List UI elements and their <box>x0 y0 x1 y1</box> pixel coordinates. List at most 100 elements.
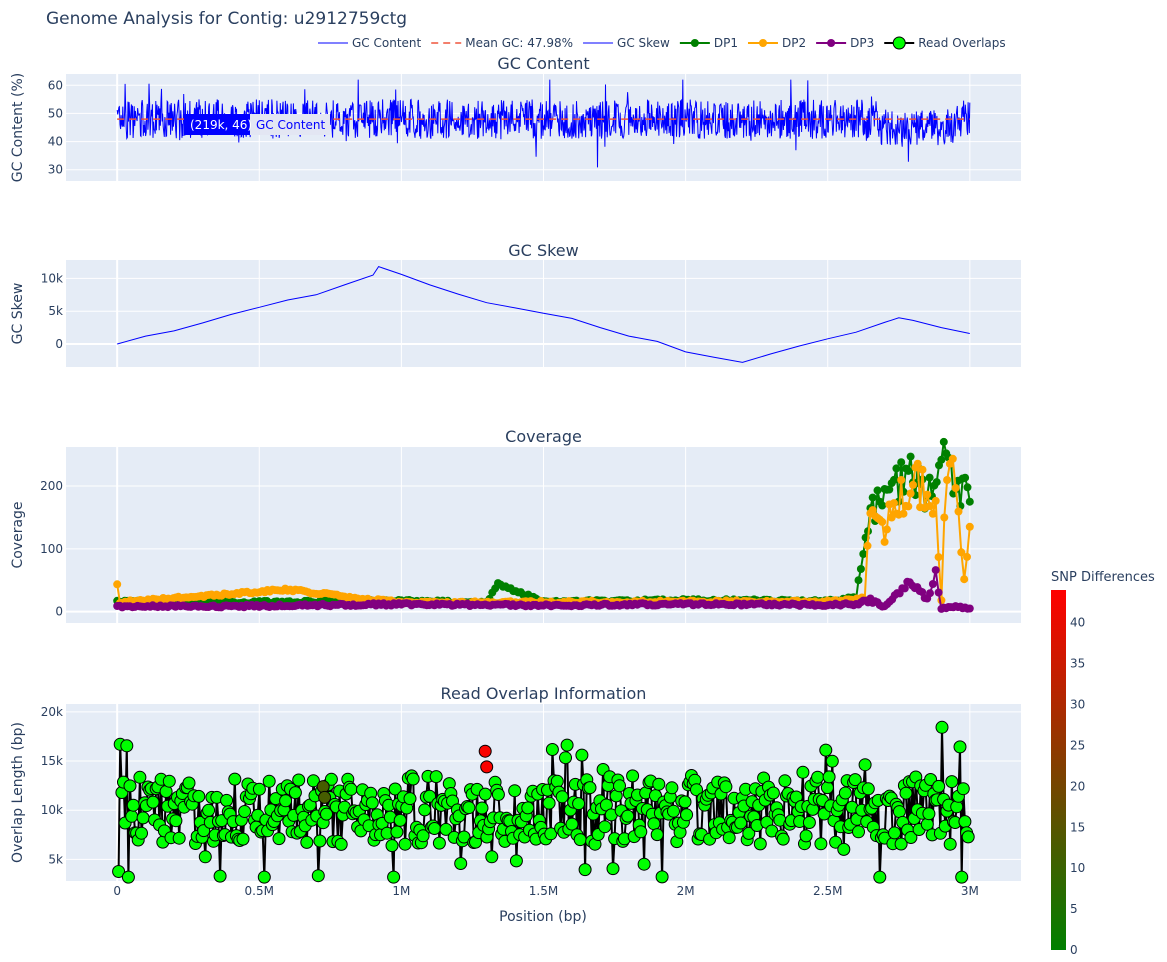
overlap-point <box>606 862 620 876</box>
overlap-point <box>953 740 967 754</box>
overlap-point <box>935 720 949 734</box>
overlap-point <box>324 772 338 786</box>
overlap-point <box>956 782 970 796</box>
overlap-point <box>121 870 135 884</box>
overlap-point <box>626 769 640 783</box>
y-axis-label: GC Skew <box>10 283 26 345</box>
overlap-point <box>598 820 612 834</box>
coverage-point <box>931 496 940 505</box>
gc-content-line[interactable] <box>116 79 971 168</box>
legend-marker <box>827 39 836 47</box>
subplot-title: GC Content <box>497 54 589 73</box>
read-overlaps-series[interactable] <box>112 720 975 884</box>
overlap-point <box>429 770 443 784</box>
overlap-point <box>288 786 302 800</box>
overlap-point <box>958 815 972 829</box>
y-axis-label: GC Content (%) <box>10 73 26 182</box>
coverage-point <box>863 541 872 550</box>
y-tick-label: 0 <box>55 605 63 619</box>
panel-read-overlap-information: 5k 10k 15k 20k Read Overlap Information Overl… <box>10 684 1021 898</box>
coverage-point <box>113 580 122 589</box>
coverage-point <box>892 464 901 473</box>
overlap-point <box>320 807 333 821</box>
colorbar-tick-label: 0 <box>1070 943 1078 957</box>
overlap-point <box>300 835 314 849</box>
overlap-point <box>365 796 379 810</box>
overlap-point <box>238 805 252 818</box>
overlap-point <box>665 781 679 795</box>
coverage-point <box>939 437 948 446</box>
overlap-point <box>480 760 494 774</box>
overlap-point <box>550 774 564 788</box>
legend[interactable]: GC Content Mean GC: 47.98% GC Skew DP1 DP2 DP… <box>318 36 1006 50</box>
legend-item-gc-content[interactable]: GC Content <box>318 36 422 50</box>
legend-item-dp2[interactable]: DP2 <box>747 36 806 50</box>
subplot-title: GC Skew <box>508 241 578 260</box>
legend-item-mean-gc-47-98[interactable]: Mean GC: 47.98% <box>431 36 573 50</box>
colorbar-gradient <box>1051 590 1066 950</box>
overlap-point <box>892 805 906 819</box>
subplot-title: Read Overlap Information <box>441 684 647 703</box>
y-tick-label: 5k <box>48 852 63 866</box>
overlap-point <box>873 870 887 884</box>
overlap-point <box>316 780 330 794</box>
y-tick-label: 60 <box>48 78 63 92</box>
overlap-point <box>861 782 875 796</box>
coverage-point <box>906 452 915 461</box>
y-tick-label: 50 <box>48 106 63 120</box>
overlap-point <box>822 770 836 784</box>
overlap-point <box>899 786 913 800</box>
legend-label: GC Content <box>352 36 422 50</box>
coverage-point <box>932 478 941 487</box>
legend-item-read-overlaps[interactable]: Read Overlaps <box>884 36 1006 50</box>
overlap-point <box>647 817 661 831</box>
overlap-point <box>457 830 471 844</box>
overlap-point <box>766 786 780 800</box>
tooltip-series-name: GC Content <box>256 118 326 132</box>
overlap-point <box>393 813 407 827</box>
overlap-point <box>344 782 358 796</box>
overlap-point <box>667 804 680 818</box>
overlap-point <box>169 814 183 828</box>
coverage-point <box>931 566 940 575</box>
overlap-point <box>904 831 918 844</box>
coverage-point <box>963 552 971 561</box>
overlap-point <box>428 822 441 835</box>
x-tick-label: 0.5M <box>245 884 274 898</box>
y-tick-label: 100 <box>40 542 63 556</box>
coverage-point <box>926 589 934 598</box>
overlap-point <box>478 787 492 801</box>
overlap-point <box>508 784 522 798</box>
overlap-point <box>146 795 160 809</box>
legend-item-gc-skew[interactable]: GC Skew <box>583 36 670 50</box>
overlap-point <box>120 739 134 753</box>
overlap-point <box>136 811 150 825</box>
gc-skew-line[interactable] <box>117 266 970 363</box>
y-tick-label: 20k <box>41 705 63 719</box>
overlap-point <box>555 790 569 804</box>
coverage-series-dp3[interactable] <box>113 566 974 613</box>
overlap-point <box>825 754 839 768</box>
overlap-point <box>198 850 212 864</box>
panel-gc-content: 30 40 50 60 GC Content GC Content (%) <box>10 54 1021 182</box>
overlap-point <box>742 826 756 840</box>
y-tick-label: 40 <box>48 135 63 149</box>
overlap-point <box>722 831 736 845</box>
coverage-point <box>890 499 898 508</box>
coverage-point <box>909 480 917 489</box>
coverage-point <box>873 486 882 495</box>
coverage-point <box>882 525 891 534</box>
legend-item-dp3[interactable]: DP3 <box>816 36 874 50</box>
tooltip-box <box>184 114 250 135</box>
overlap-point <box>650 828 664 842</box>
coverage-point <box>900 584 909 593</box>
overlap-point <box>398 837 412 851</box>
coverage-point <box>878 517 887 526</box>
overlap-point <box>432 836 446 850</box>
legend-item-dp1[interactable]: DP1 <box>679 36 738 50</box>
coverage-point <box>965 497 974 506</box>
legend-label: Read Overlaps <box>918 36 1005 50</box>
tooltip-name-box <box>250 114 330 135</box>
overlap-point <box>311 869 325 883</box>
overlap-point <box>719 780 733 794</box>
